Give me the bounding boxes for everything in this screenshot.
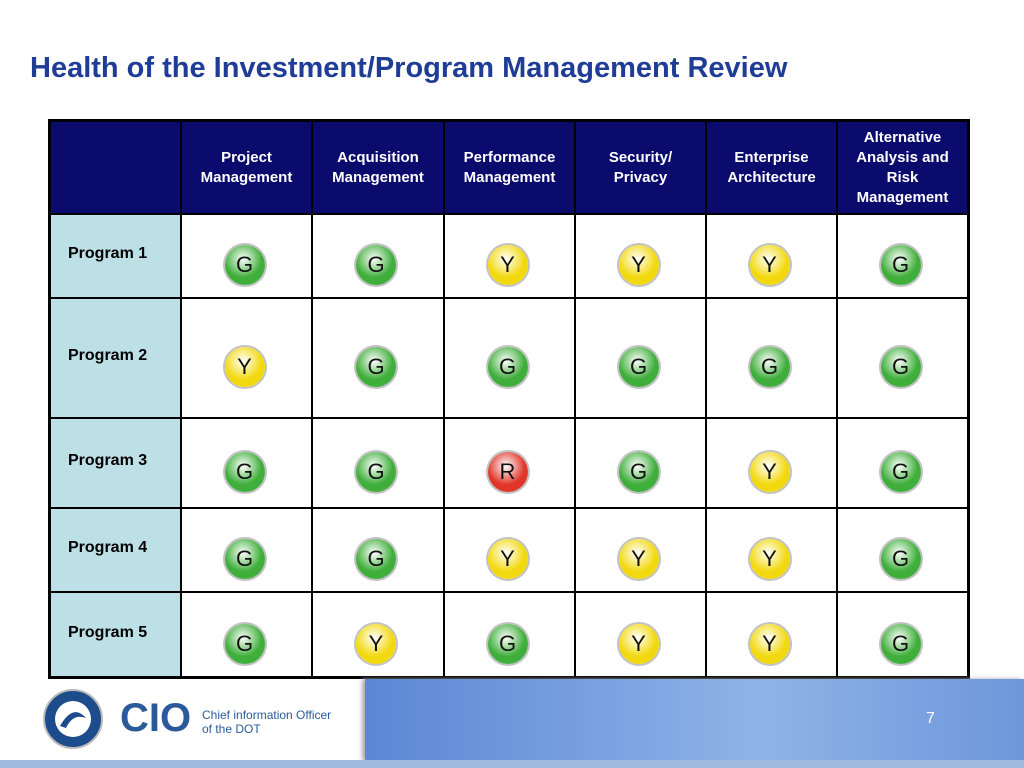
row-header: Program 5 xyxy=(50,592,181,677)
status-indicator: G xyxy=(224,452,265,492)
status-indicator: G xyxy=(880,539,921,579)
status-indicator: G xyxy=(224,623,265,664)
status-indicator: Y xyxy=(749,623,790,664)
status-indicator: R xyxy=(487,452,528,492)
status-indicator: G xyxy=(224,245,265,285)
row-header: Program 4 xyxy=(50,508,181,592)
footer-logo: CIO xyxy=(120,696,192,740)
column-header: Acquisition Management xyxy=(312,121,444,214)
status-indicator: G xyxy=(356,347,396,387)
row-header: Program 1 xyxy=(50,214,181,298)
status-indicator: G xyxy=(618,347,659,387)
table-cell xyxy=(312,418,444,508)
status-indicator: Y xyxy=(224,347,265,387)
seal xyxy=(43,689,103,749)
status-indicator: G xyxy=(356,539,396,579)
status-indicator: G xyxy=(880,347,921,387)
footer-line xyxy=(0,760,1024,768)
status-indicator: Y xyxy=(749,245,790,285)
table-cell xyxy=(312,298,444,418)
status-indicator: G xyxy=(880,245,921,285)
status-indicator: G xyxy=(224,539,265,579)
status-indicator: Y xyxy=(487,539,528,579)
status-indicator: G xyxy=(749,347,790,387)
footer-line1: Chief information Officer xyxy=(202,708,332,722)
status-indicator: Y xyxy=(749,452,790,492)
status-indicator: G xyxy=(487,623,528,664)
column-header: Project Management xyxy=(181,121,312,214)
footer-band xyxy=(365,679,1024,761)
row-header: Program 3 xyxy=(50,418,181,508)
status-indicator: Y xyxy=(356,623,396,664)
status-indicator: G xyxy=(880,452,921,492)
status-indicator: G xyxy=(618,452,659,492)
slide-title: Health of the Investment/Program Managem… xyxy=(30,52,788,84)
column-header: Enterprise Architecture xyxy=(706,121,837,214)
column-header: Alternative Analysis and Risk Management xyxy=(837,121,968,214)
page-number: 7 xyxy=(926,710,935,727)
status-indicator: G xyxy=(356,245,396,285)
status-indicator: Y xyxy=(618,245,659,285)
table-cell xyxy=(444,418,575,508)
status-indicator: G xyxy=(356,452,396,492)
status-indicator: Y xyxy=(618,623,659,664)
status-indicator: Y xyxy=(749,539,790,579)
row-header: Program 2 xyxy=(50,298,181,418)
status-indicator: Y xyxy=(487,245,528,285)
status-indicator: G xyxy=(487,347,528,387)
column-header: Performance Management xyxy=(444,121,575,214)
status-indicator: Y xyxy=(618,539,659,579)
status-indicator: G xyxy=(880,623,921,664)
corner-cell xyxy=(50,121,181,214)
footer-line2: of the DOT xyxy=(202,722,261,736)
status-table: Project Management Acquisition Management… xyxy=(48,119,970,679)
column-header: Security/ Privacy xyxy=(575,121,706,214)
